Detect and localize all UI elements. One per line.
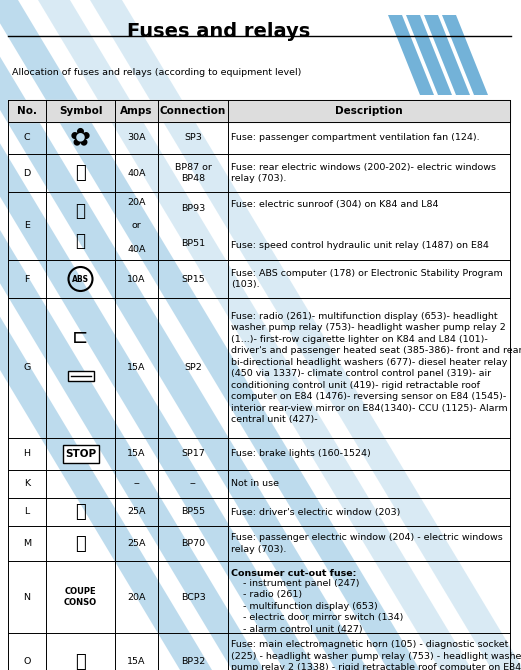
FancyBboxPatch shape bbox=[63, 445, 98, 463]
Text: F: F bbox=[24, 275, 30, 283]
Polygon shape bbox=[8, 100, 510, 122]
Text: Allocation of fuses and relays (according to equipment level): Allocation of fuses and relays (accordin… bbox=[12, 68, 301, 77]
Polygon shape bbox=[38, 0, 472, 670]
Text: Fuse: electric sunroof (304) on K84 and L84: Fuse: electric sunroof (304) on K84 and … bbox=[231, 200, 439, 209]
Polygon shape bbox=[90, 0, 521, 670]
Text: 25A: 25A bbox=[127, 539, 146, 548]
Text: 🛵: 🛵 bbox=[76, 232, 85, 250]
Text: K: K bbox=[24, 480, 30, 488]
Text: Consumer cut-out fuse:: Consumer cut-out fuse: bbox=[231, 569, 356, 578]
Text: 🚘: 🚘 bbox=[76, 202, 85, 220]
Text: 📯: 📯 bbox=[75, 653, 86, 670]
Text: 🚗: 🚗 bbox=[75, 164, 86, 182]
Text: SP17: SP17 bbox=[181, 450, 205, 458]
Text: COUPE
CONSO: COUPE CONSO bbox=[64, 587, 97, 607]
Text: Fuse: driver's electric window (203): Fuse: driver's electric window (203) bbox=[231, 507, 400, 517]
Text: C: C bbox=[23, 133, 30, 143]
Text: Fuse: brake lights (160-1524): Fuse: brake lights (160-1524) bbox=[231, 450, 371, 458]
Text: - instrument panel (247)
    - radio (261)
    - multifunction display (653)
   : - instrument panel (247) - radio (261) -… bbox=[231, 579, 403, 634]
Text: Amps: Amps bbox=[120, 106, 153, 116]
Text: 40A: 40A bbox=[127, 168, 146, 178]
FancyBboxPatch shape bbox=[68, 371, 93, 381]
Text: Fuse: passenger electric window (204) - electric windows
relay (703).: Fuse: passenger electric window (204) - … bbox=[231, 533, 503, 553]
Text: SP15: SP15 bbox=[181, 275, 205, 283]
Text: BP70: BP70 bbox=[181, 539, 205, 548]
Text: H: H bbox=[23, 450, 31, 458]
Text: 20A

or

40A: 20A or 40A bbox=[127, 198, 146, 254]
Text: --: -- bbox=[190, 480, 196, 488]
Text: Fuse: main electromagnetic horn (105) - diagnostic socket
(225) - headlight wash: Fuse: main electromagnetic horn (105) - … bbox=[231, 641, 521, 670]
Text: 🔒: 🔒 bbox=[75, 503, 86, 521]
Text: BP55: BP55 bbox=[181, 507, 205, 517]
Text: Fuse: speed control hydraulic unit relay (1487) on E84: Fuse: speed control hydraulic unit relay… bbox=[231, 241, 489, 249]
Text: Not in use: Not in use bbox=[231, 480, 279, 488]
Text: BCP3: BCP3 bbox=[181, 592, 205, 602]
Text: ⊏: ⊏ bbox=[72, 328, 89, 346]
Text: 15A: 15A bbox=[127, 657, 146, 667]
Text: Fuse: rear electric windows (200-202)- electric windows
relay (703).: Fuse: rear electric windows (200-202)- e… bbox=[231, 163, 496, 183]
Polygon shape bbox=[424, 15, 470, 95]
Text: ✿: ✿ bbox=[70, 126, 91, 150]
Text: ABS: ABS bbox=[72, 275, 89, 283]
Polygon shape bbox=[406, 15, 452, 95]
Text: Fuse: passenger compartment ventilation fan (124).: Fuse: passenger compartment ventilation … bbox=[231, 133, 480, 143]
Polygon shape bbox=[0, 0, 316, 670]
Text: SP2: SP2 bbox=[184, 364, 202, 373]
Text: Symbol: Symbol bbox=[59, 106, 102, 116]
Text: L: L bbox=[24, 507, 30, 517]
Text: Fuses and relays: Fuses and relays bbox=[127, 22, 311, 41]
Text: BP32: BP32 bbox=[181, 657, 205, 667]
Text: 20A: 20A bbox=[127, 592, 146, 602]
Text: 🔑: 🔑 bbox=[75, 535, 86, 553]
Polygon shape bbox=[0, 0, 264, 670]
Text: E: E bbox=[24, 222, 30, 230]
Text: Connection: Connection bbox=[160, 106, 226, 116]
Text: Fuse: ABS computer (178) or Electronic Stability Program
(103).: Fuse: ABS computer (178) or Electronic S… bbox=[231, 269, 503, 289]
Text: 25A: 25A bbox=[127, 507, 146, 517]
Polygon shape bbox=[442, 15, 488, 95]
Text: 30A: 30A bbox=[127, 133, 146, 143]
Text: 15A: 15A bbox=[127, 364, 146, 373]
Text: Description: Description bbox=[335, 106, 403, 116]
Text: SP3: SP3 bbox=[184, 133, 202, 143]
Text: 15A: 15A bbox=[127, 450, 146, 458]
Polygon shape bbox=[0, 0, 420, 670]
Text: STOP: STOP bbox=[65, 449, 96, 459]
Text: --: -- bbox=[133, 480, 140, 488]
Text: M: M bbox=[23, 539, 31, 548]
Text: G: G bbox=[23, 364, 31, 373]
Polygon shape bbox=[0, 0, 212, 670]
Polygon shape bbox=[388, 15, 434, 95]
Text: BP93


BP51: BP93 BP51 bbox=[181, 204, 205, 248]
Text: N: N bbox=[23, 592, 31, 602]
Text: 10A: 10A bbox=[127, 275, 146, 283]
Text: No.: No. bbox=[17, 106, 37, 116]
Text: Fuse: radio (261)- multifunction display (653)- headlight
washer pump relay (753: Fuse: radio (261)- multifunction display… bbox=[231, 312, 521, 424]
Text: BP87 or
BP48: BP87 or BP48 bbox=[175, 163, 212, 184]
Text: O: O bbox=[23, 657, 31, 667]
Text: D: D bbox=[23, 168, 31, 178]
Polygon shape bbox=[0, 0, 368, 670]
